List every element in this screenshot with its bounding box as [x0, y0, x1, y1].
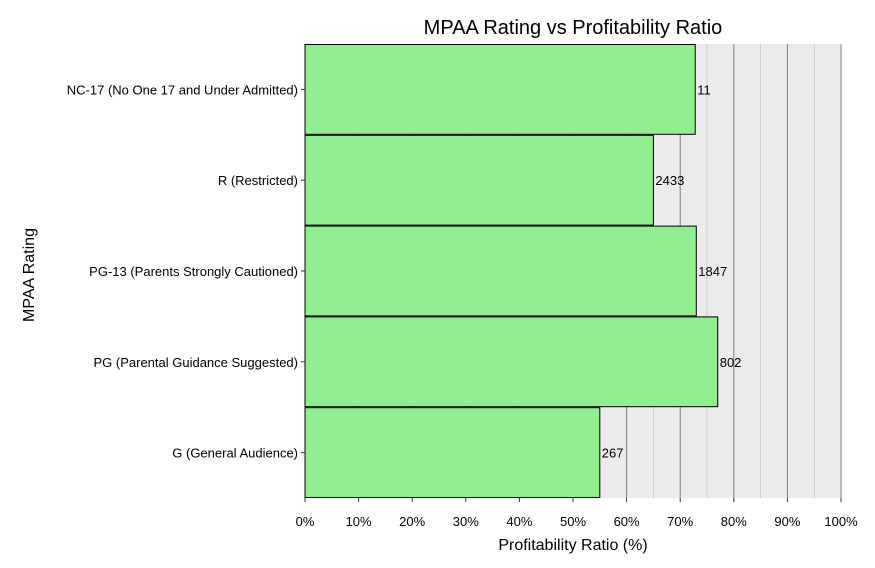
x-tick-label: 0% — [296, 514, 315, 529]
bar — [304, 407, 601, 499]
bars — [304, 44, 719, 499]
bar — [304, 316, 719, 408]
bar — [304, 44, 696, 135]
x-tick-label: 20% — [399, 514, 425, 529]
bar-data-label: 802 — [720, 355, 742, 370]
x-axis-title: Profitability Ratio (%) — [498, 537, 647, 554]
y-tick-label: R (Restricted) — [218, 173, 298, 188]
x-tick-label: 10% — [346, 514, 372, 529]
chart-title: MPAA Rating vs Profitability Ratio — [424, 17, 723, 39]
bar-data-label: 267 — [602, 446, 624, 461]
bar — [304, 134, 654, 226]
x-tick-label: 70% — [667, 514, 693, 529]
x-tick-label: 90% — [774, 514, 800, 529]
x-tick-label: 30% — [453, 514, 479, 529]
y-tick-label: PG (Parental Guidance Suggested) — [93, 355, 298, 370]
y-tick-label: G (General Audience) — [172, 446, 298, 461]
bar-data-label: 2433 — [655, 173, 684, 188]
x-tick-label: 80% — [721, 514, 747, 529]
x-tick-label: 100% — [824, 514, 858, 529]
axes: NC-17 (No One 17 and Under Admitted) R (R… — [67, 82, 858, 529]
x-tick-label: 40% — [506, 514, 532, 529]
y-tick-label: NC-17 (No One 17 and Under Admitted) — [67, 82, 298, 97]
bar — [304, 225, 697, 317]
bar-data-label: 11 — [697, 82, 711, 97]
y-axis-title: MPAA Rating — [21, 228, 38, 322]
bar-data-label: 1847 — [698, 264, 727, 279]
x-tick-label: 60% — [614, 514, 640, 529]
x-tick-label: 50% — [560, 514, 586, 529]
data-labels: 11 2433 1847 802 267 — [602, 82, 742, 460]
y-tick-label: PG-13 (Parents Strongly Cautioned) — [89, 264, 298, 279]
